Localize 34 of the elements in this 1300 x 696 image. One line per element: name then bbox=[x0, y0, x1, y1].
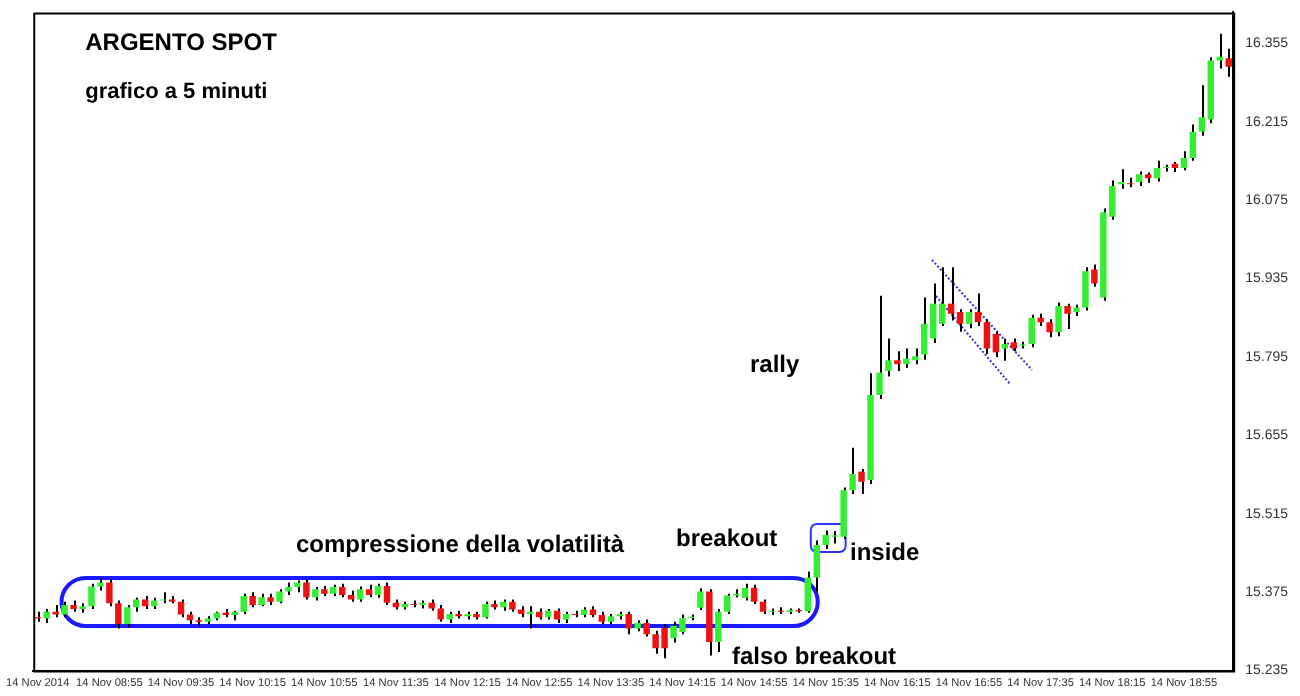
candlestick bbox=[724, 592, 731, 615]
annotation: compressione della volatilità bbox=[296, 530, 625, 558]
candlestick bbox=[1189, 123, 1197, 162]
candlestick bbox=[750, 583, 758, 605]
candlestick bbox=[1153, 159, 1161, 183]
candlestick bbox=[992, 330, 1000, 358]
candlestick bbox=[625, 610, 632, 636]
candlestick bbox=[383, 581, 391, 607]
candlestick bbox=[1082, 266, 1089, 312]
candlestick bbox=[1180, 150, 1188, 172]
candlestick bbox=[124, 604, 131, 629]
candlestick bbox=[804, 570, 812, 614]
candlestick bbox=[921, 296, 928, 361]
candlestick bbox=[947, 266, 955, 322]
annotation: inside bbox=[850, 538, 920, 566]
candlestick bbox=[965, 308, 973, 330]
candlestick bbox=[1064, 302, 1071, 330]
candlestick bbox=[813, 539, 821, 593]
candlestick bbox=[697, 587, 704, 612]
candlestick bbox=[974, 292, 982, 328]
annotation: breakout bbox=[676, 524, 778, 552]
candlestick bbox=[858, 467, 865, 496]
annotation: falso breakout bbox=[732, 642, 897, 670]
candlestick bbox=[303, 578, 310, 601]
candlestick bbox=[1055, 301, 1062, 338]
candlestick bbox=[894, 350, 901, 372]
candlestick bbox=[1216, 32, 1223, 70]
text: ARGENTO SPOT bbox=[85, 28, 277, 57]
candlestick bbox=[1028, 313, 1035, 349]
text: grafico a 5 minuti bbox=[85, 80, 268, 105]
candlestick bbox=[983, 318, 991, 356]
annotation: rally bbox=[750, 350, 800, 378]
candlestick bbox=[715, 607, 722, 654]
candlestick bbox=[240, 592, 247, 615]
